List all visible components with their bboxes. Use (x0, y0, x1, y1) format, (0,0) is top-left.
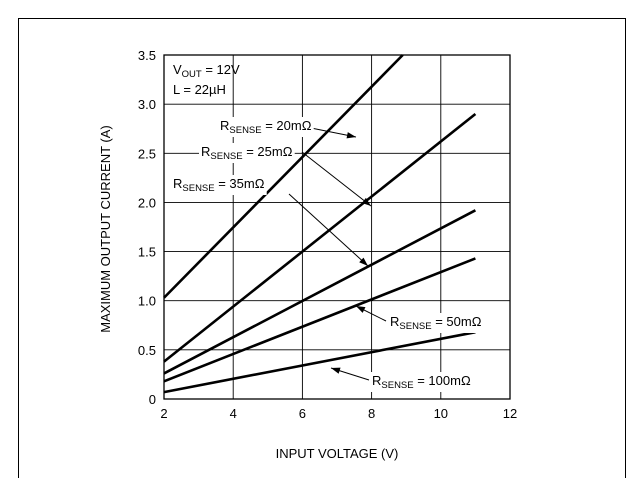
chart-frame (18, 18, 626, 478)
vout-condition: VOUT = 12V (173, 62, 240, 80)
conditions-note: VOUT = 12V L = 22µH (173, 62, 240, 97)
leader-line (288, 193, 369, 267)
series-label-2: RSENSE = 25mΩ (201, 144, 293, 162)
series-line-1 (163, 54, 404, 299)
x-tick-label: 10 (434, 406, 448, 421)
arrowhead (356, 306, 366, 313)
series-line-2 (163, 112, 477, 363)
y-tick-label: 0.5 (138, 343, 156, 358)
series-lines (163, 54, 477, 394)
arrowhead (346, 132, 356, 139)
plot-area (163, 54, 511, 400)
y-tick-label: 2.5 (138, 146, 156, 161)
y-tick-label: 0 (149, 392, 156, 407)
x-tick-label: 4 (230, 406, 237, 421)
y-tick-label: 2.0 (138, 195, 156, 210)
series-label-background (218, 117, 314, 137)
y-tick-label: 1.5 (138, 245, 156, 260)
tick-labels: 2 4 6 8 10 12 0 0.5 1.0 1.5 2.0 2.5 3.0 3.5 (138, 48, 517, 421)
y-tick-label: 3.5 (138, 48, 156, 63)
x-tick-label: 6 (299, 406, 306, 421)
series-line-4 (163, 257, 476, 383)
series-label-3: RSENSE = 35mΩ (173, 176, 265, 194)
series-label-background (370, 372, 473, 392)
y-tick-label: 3.0 (138, 97, 156, 112)
series-line-5 (163, 330, 476, 394)
series-label-background (388, 313, 484, 333)
y-tick-label: 1.0 (138, 294, 156, 309)
series-line-3 (163, 209, 477, 375)
series-label-background (199, 143, 295, 163)
arrowhead (359, 257, 368, 266)
inductance-condition: L = 22µH (173, 82, 226, 97)
x-axis-label: INPUT VOLTAGE (V) (276, 446, 399, 461)
x-tick-label: 2 (160, 406, 167, 421)
y-axis-label: MAXIMUM OUTPUT CURRENT (A) (98, 125, 113, 333)
series-label-1: RSENSE = 20mΩ (220, 118, 312, 136)
arrowhead (331, 367, 341, 374)
series-label-5: RSENSE = 100mΩ (372, 373, 471, 391)
leader-line (301, 151, 372, 207)
x-tick-label: 8 (368, 406, 375, 421)
x-tick-label: 12 (503, 406, 517, 421)
series-label-4: RSENSE = 50mΩ (390, 314, 482, 332)
series-labels: RSENSE = 20mΩ RSENSE = 25mΩ RSENSE = 35mΩ R… (171, 117, 484, 392)
arrowhead (361, 197, 371, 206)
label-arrows (288, 125, 387, 381)
series-label-background (171, 175, 267, 195)
